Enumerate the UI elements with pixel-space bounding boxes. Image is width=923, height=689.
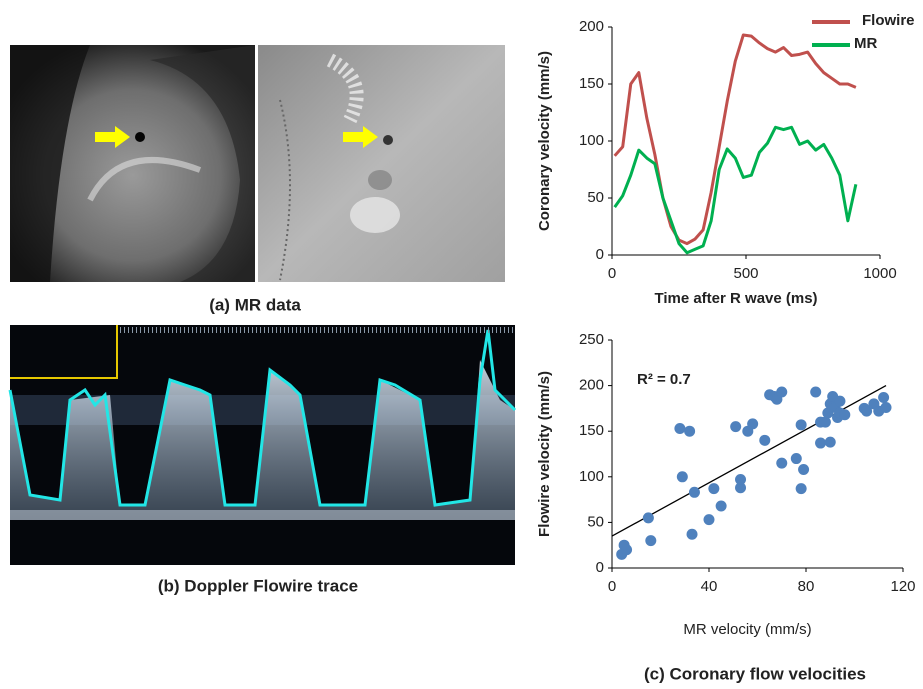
y-tick-label: 100 bbox=[579, 132, 604, 149]
point bbox=[621, 544, 632, 555]
x-axis-label: Time after R wave (ms) bbox=[654, 290, 817, 307]
doppler-image bbox=[10, 325, 515, 565]
point bbox=[730, 421, 741, 432]
y-tick-label: 0 bbox=[596, 559, 604, 576]
x-tick-label: 0 bbox=[608, 265, 616, 282]
point bbox=[759, 435, 770, 446]
mr-magnitude-image bbox=[10, 45, 255, 282]
point bbox=[643, 512, 654, 523]
figure: (a) MR data (b) Doppler Flowire trace (c… bbox=[0, 0, 923, 689]
point bbox=[791, 453, 802, 464]
point bbox=[708, 483, 719, 494]
x-tick-label: 40 bbox=[701, 578, 718, 595]
y-tick-label: 100 bbox=[579, 468, 604, 485]
trendline bbox=[612, 386, 886, 536]
x-tick-label: 0 bbox=[608, 578, 616, 595]
y-tick-label: 50 bbox=[587, 189, 604, 206]
x-tick-label: 500 bbox=[733, 265, 758, 282]
y-axis-label: Flowire velocity (mm/s) bbox=[536, 371, 553, 537]
x-tick-label: 80 bbox=[798, 578, 815, 595]
legend-label: Flowire bbox=[862, 12, 915, 29]
point bbox=[687, 529, 698, 540]
x-tick-label: 1000 bbox=[863, 265, 896, 282]
point bbox=[796, 483, 807, 494]
caption: (a) MR data bbox=[209, 295, 301, 314]
point bbox=[776, 458, 787, 469]
x-axis-label: MR velocity (mm/s) bbox=[683, 621, 811, 638]
point bbox=[674, 423, 685, 434]
y-tick-label: 150 bbox=[579, 422, 604, 439]
y-axis-label: Coronary velocity (mm/s) bbox=[536, 51, 553, 231]
caption: (c) Coronary flow velocities bbox=[644, 664, 866, 683]
annotation: R² = 0.7 bbox=[637, 371, 691, 388]
point bbox=[704, 514, 715, 525]
point bbox=[834, 396, 845, 407]
point bbox=[796, 419, 807, 430]
legend-label: MR bbox=[854, 35, 877, 52]
point bbox=[798, 464, 809, 475]
point bbox=[839, 409, 850, 420]
point bbox=[689, 487, 700, 498]
y-tick-label: 200 bbox=[579, 377, 604, 394]
mr-phase-image bbox=[258, 45, 505, 282]
point bbox=[810, 386, 821, 397]
line-series bbox=[615, 35, 856, 244]
caption: (b) Doppler Flowire trace bbox=[158, 576, 358, 595]
y-tick-label: 0 bbox=[596, 246, 604, 263]
y-tick-label: 150 bbox=[579, 75, 604, 92]
point bbox=[776, 386, 787, 397]
point bbox=[684, 426, 695, 437]
x-tick-label: 120 bbox=[890, 578, 915, 595]
point bbox=[825, 437, 836, 448]
point bbox=[815, 438, 826, 449]
point bbox=[878, 392, 889, 403]
point bbox=[677, 471, 688, 482]
line-series bbox=[615, 127, 856, 252]
point bbox=[645, 535, 656, 546]
point bbox=[881, 402, 892, 413]
y-tick-label: 200 bbox=[579, 18, 604, 35]
point bbox=[735, 474, 746, 485]
point bbox=[716, 500, 727, 511]
y-tick-label: 50 bbox=[587, 513, 604, 530]
y-tick-label: 250 bbox=[579, 331, 604, 348]
point bbox=[747, 418, 758, 429]
